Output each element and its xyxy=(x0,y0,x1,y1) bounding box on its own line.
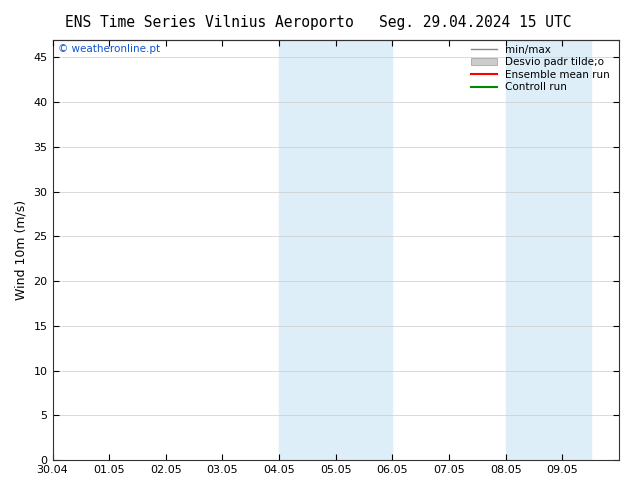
Text: ENS Time Series Vilnius Aeroporto: ENS Time Series Vilnius Aeroporto xyxy=(65,15,354,30)
Bar xyxy=(279,40,392,460)
Legend: min/max, Desvio padr tilde;o, Ensemble mean run, Controll run: min/max, Desvio padr tilde;o, Ensemble m… xyxy=(467,41,614,97)
Text: © weatheronline.pt: © weatheronline.pt xyxy=(58,44,160,54)
Y-axis label: Wind 10m (m/s): Wind 10m (m/s) xyxy=(15,200,28,300)
Bar xyxy=(506,40,591,460)
Text: Seg. 29.04.2024 15 UTC: Seg. 29.04.2024 15 UTC xyxy=(379,15,572,30)
